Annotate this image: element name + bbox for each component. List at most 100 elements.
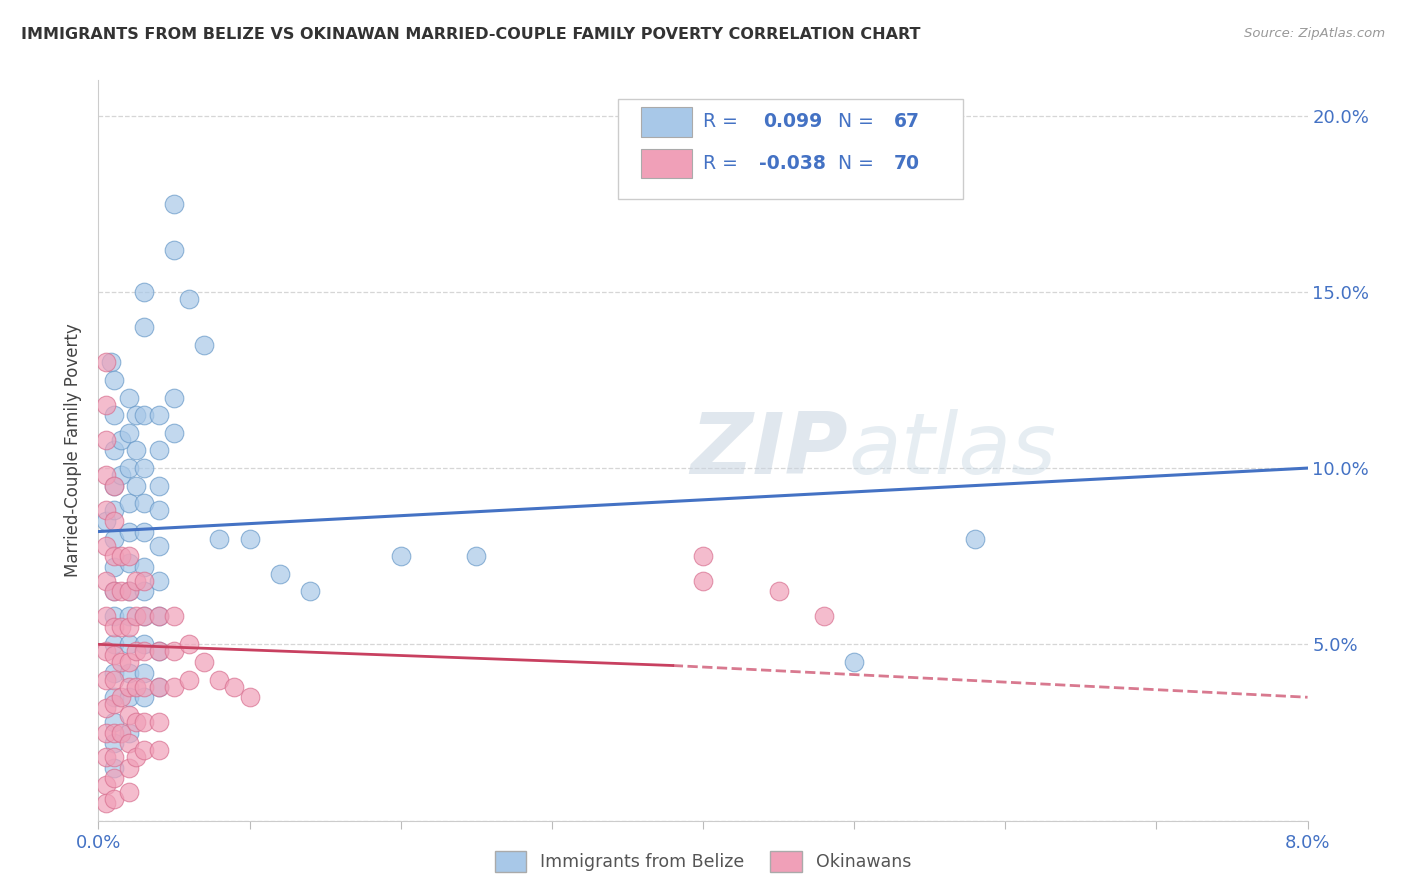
- Point: [148, 714, 170, 729]
- Point: [148, 609, 170, 624]
- Point: [125, 750, 148, 764]
- Point: [103, 549, 125, 564]
- Point: [94, 539, 117, 553]
- Point: [132, 690, 155, 705]
- Point: [118, 524, 141, 539]
- Point: [103, 750, 125, 764]
- Point: [103, 479, 125, 493]
- Point: [132, 461, 155, 475]
- Text: 70: 70: [894, 154, 920, 173]
- Point: [125, 609, 148, 624]
- Point: [118, 584, 141, 599]
- Point: [94, 355, 117, 369]
- Point: [118, 584, 141, 599]
- FancyBboxPatch shape: [619, 99, 963, 199]
- Point: [94, 644, 117, 658]
- Point: [148, 479, 170, 493]
- Point: [132, 559, 155, 574]
- Point: [118, 549, 141, 564]
- Point: [103, 637, 125, 651]
- Text: atlas: atlas: [848, 409, 1056, 492]
- Point: [692, 574, 714, 588]
- Point: [118, 665, 141, 680]
- Point: [94, 796, 117, 810]
- Text: R =: R =: [703, 112, 744, 131]
- Point: [94, 433, 117, 447]
- Text: 0.099: 0.099: [763, 112, 823, 131]
- Point: [132, 408, 155, 422]
- Point: [132, 609, 155, 624]
- Point: [103, 479, 125, 493]
- Point: [389, 549, 412, 564]
- Point: [94, 673, 117, 687]
- Point: [118, 637, 141, 651]
- Point: [148, 609, 170, 624]
- Point: [103, 772, 125, 786]
- Point: [179, 673, 201, 687]
- Point: [125, 443, 148, 458]
- Point: [103, 698, 125, 712]
- Point: [118, 736, 141, 750]
- Point: [148, 680, 170, 694]
- Point: [94, 701, 117, 715]
- Point: [132, 665, 155, 680]
- Point: [94, 514, 117, 528]
- Point: [224, 680, 246, 694]
- Point: [103, 620, 125, 634]
- Point: [132, 609, 155, 624]
- Point: [148, 743, 170, 757]
- Point: [179, 637, 201, 651]
- Text: ZIP: ZIP: [690, 409, 848, 492]
- Point: [103, 373, 125, 387]
- Point: [132, 524, 155, 539]
- Point: [768, 584, 790, 599]
- Point: [103, 736, 125, 750]
- Point: [94, 750, 117, 764]
- Point: [132, 285, 155, 299]
- Y-axis label: Married-Couple Family Poverty: Married-Couple Family Poverty: [65, 324, 83, 577]
- Point: [94, 398, 117, 412]
- Point: [179, 292, 201, 306]
- Text: R =: R =: [703, 154, 744, 173]
- Point: [193, 655, 215, 669]
- Point: [132, 320, 155, 334]
- Point: [125, 680, 148, 694]
- Point: [239, 532, 262, 546]
- Point: [103, 584, 125, 599]
- Point: [110, 690, 132, 705]
- Point: [132, 680, 155, 694]
- Point: [132, 714, 155, 729]
- Point: [132, 584, 155, 599]
- Point: [163, 644, 186, 658]
- Point: [103, 584, 125, 599]
- Point: [132, 743, 155, 757]
- Point: [118, 556, 141, 570]
- Point: [148, 644, 170, 658]
- Point: [110, 584, 132, 599]
- Point: [118, 609, 141, 624]
- Point: [118, 761, 141, 775]
- Point: [118, 620, 141, 634]
- Point: [965, 532, 987, 546]
- Point: [132, 637, 155, 651]
- Point: [465, 549, 488, 564]
- Text: Source: ZipAtlas.com: Source: ZipAtlas.com: [1244, 27, 1385, 40]
- Point: [148, 680, 170, 694]
- Point: [148, 539, 170, 553]
- Point: [193, 337, 215, 351]
- Point: [125, 479, 148, 493]
- Text: 67: 67: [894, 112, 920, 131]
- Point: [163, 680, 186, 694]
- Point: [103, 408, 125, 422]
- Point: [103, 673, 125, 687]
- Point: [103, 559, 125, 574]
- Text: N =: N =: [838, 112, 880, 131]
- Point: [94, 609, 117, 624]
- Point: [132, 644, 155, 658]
- Point: [163, 391, 186, 405]
- FancyBboxPatch shape: [641, 149, 692, 178]
- Point: [269, 566, 291, 581]
- Point: [813, 609, 835, 624]
- Point: [118, 461, 141, 475]
- Point: [125, 644, 148, 658]
